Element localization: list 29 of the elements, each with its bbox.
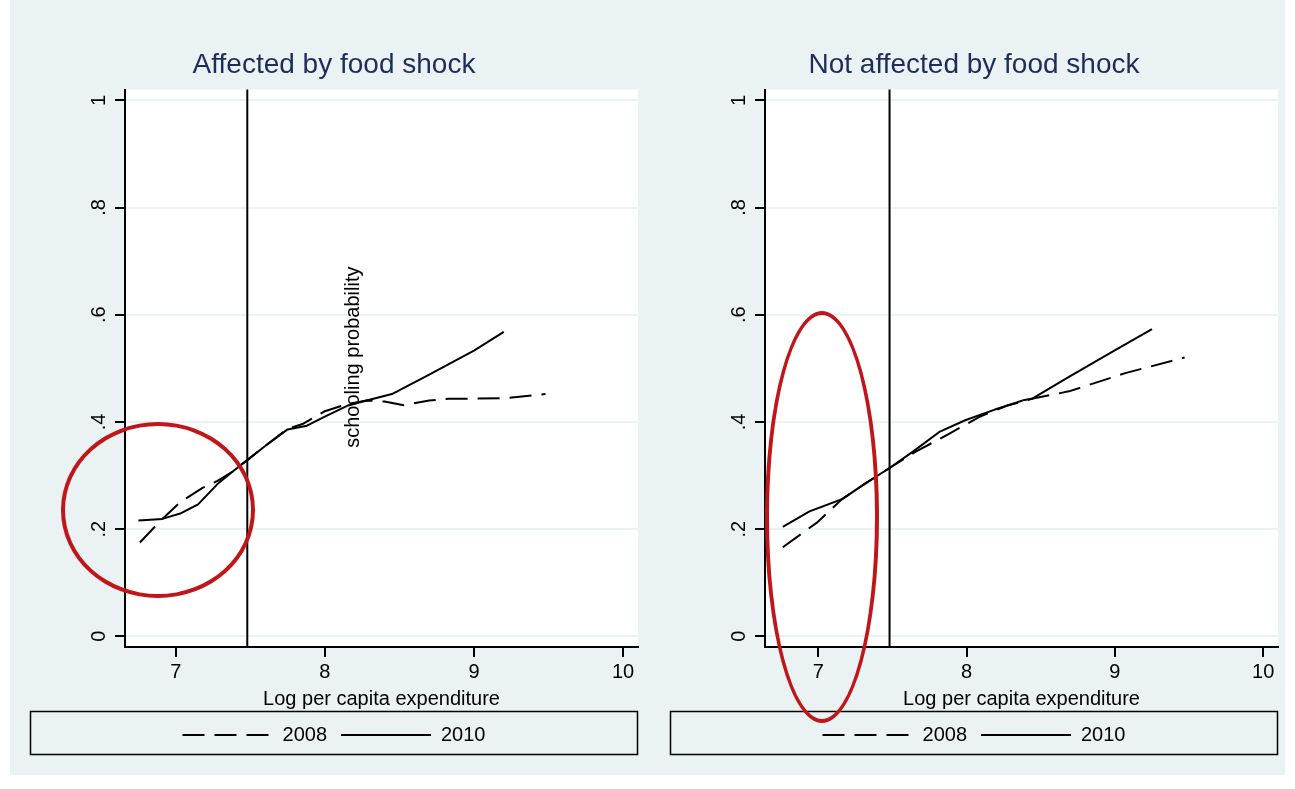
legend-label: 2008 [922, 722, 968, 745]
x-tick-label: 10 [1252, 659, 1275, 682]
x-tick-label: 9 [1109, 659, 1121, 682]
y-tick-label: .6 [726, 306, 749, 324]
y-tick-label: .8 [86, 199, 109, 216]
legend-label: 2008 [282, 722, 328, 745]
chart-title: Not affected by food shock [808, 47, 1141, 79]
x-axis-title: Log per capita expenditure [903, 686, 1140, 709]
legend-label: 2010 [441, 722, 486, 745]
legend-label: 2010 [1081, 722, 1126, 745]
y-tick-label: 0 [86, 630, 109, 642]
y-tick-label: .2 [86, 520, 109, 538]
x-tick-label: 8 [319, 659, 331, 682]
annotation: schooling probability [340, 266, 363, 448]
y-tick-label: .2 [726, 520, 749, 538]
y-tick-label: .4 [726, 413, 749, 431]
y-tick-label: 0 [726, 630, 749, 642]
y-tick-label: .4 [86, 413, 109, 431]
y-tick-label: .6 [86, 306, 109, 324]
x-tick-label: 7 [812, 659, 824, 682]
x-tick-label: 7 [170, 659, 182, 682]
y-tick-label: .8 [726, 199, 749, 216]
x-tick-label: 10 [611, 659, 635, 682]
x-axis-title: Log per capita expenditure [263, 686, 500, 709]
x-tick-label: 8 [961, 659, 973, 682]
chart-title: Affected by food shock [192, 47, 477, 79]
y-tick-label: 1 [726, 94, 749, 106]
x-tick-label: 9 [468, 659, 480, 682]
y-tick-label: 1 [86, 94, 109, 106]
